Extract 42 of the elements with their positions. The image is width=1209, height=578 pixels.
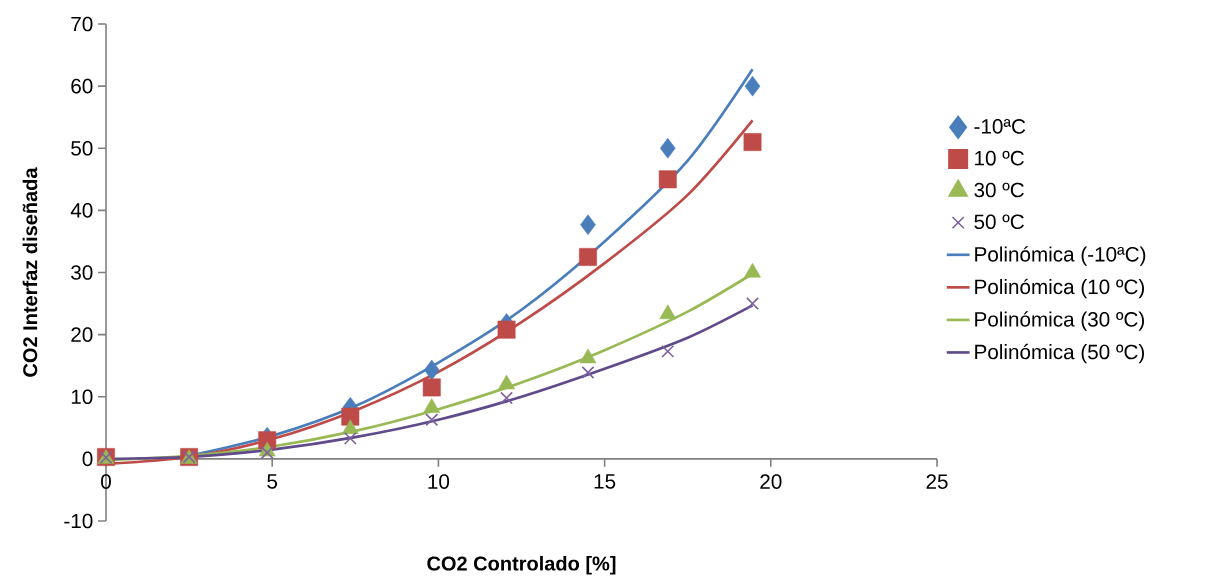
- legend-label: 10 ºC: [975, 150, 1024, 166]
- y-tick-label: 10: [71, 389, 93, 405]
- legend-label: Polinómica (30 ºC): [975, 311, 1144, 331]
- y-tick-label: 0: [82, 451, 93, 467]
- x-tick-label: 15: [594, 474, 616, 489]
- point: [660, 137, 676, 159]
- point: [579, 248, 597, 266]
- y-tick-label: 30: [71, 265, 93, 280]
- point: [343, 431, 357, 445]
- point: [497, 320, 516, 339]
- point: [423, 359, 440, 381]
- point: [341, 407, 360, 426]
- point: [260, 446, 274, 460]
- point: [581, 366, 595, 379]
- point: [661, 344, 675, 358]
- y-tick-label: 40: [70, 203, 93, 218]
- legend-label: Polinómica (10 ºC): [975, 278, 1144, 299]
- y-tick-label: 70: [71, 16, 93, 32]
- point: [422, 378, 441, 397]
- x-tick-label: 20: [760, 474, 782, 489]
- y-tick-label: -10: [64, 513, 93, 529]
- x-tick-label: 25: [926, 474, 948, 489]
- legend-label: Polinómica (50 ºC): [975, 343, 1144, 364]
- x-tick-label: 10: [428, 474, 450, 489]
- y-tick-label: 60: [71, 78, 93, 94]
- legend-label: 30 ºC: [974, 182, 1024, 198]
- legend-label: 50 ºC: [974, 214, 1024, 230]
- point: [743, 133, 762, 151]
- x-tick-label: 0: [101, 474, 111, 489]
- point: [744, 75, 761, 97]
- y-axis-title: CO2 Interfaz diseñada: [22, 167, 38, 377]
- point: [746, 297, 759, 311]
- point: [425, 413, 439, 427]
- legend-label: Polinómica (-10ªC): [975, 246, 1146, 266]
- x-tick-label: 5: [267, 474, 278, 489]
- point: [658, 170, 677, 189]
- legend-label: -10ªC: [974, 119, 1026, 134]
- y-tick-label: 50: [71, 140, 93, 156]
- point: [580, 214, 596, 235]
- y-tick-label: 20: [71, 327, 93, 342]
- x-axis-title: CO2 Controlado [%]: [427, 555, 616, 575]
- point: [500, 391, 514, 405]
